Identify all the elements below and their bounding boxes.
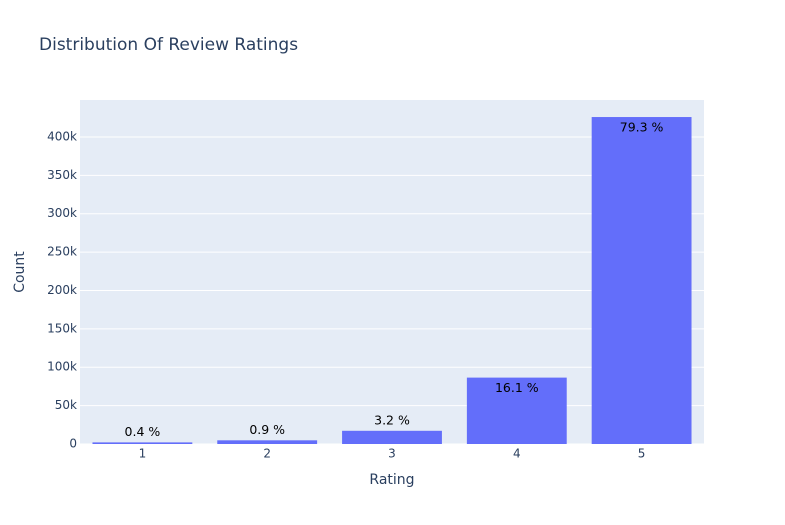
bar bbox=[217, 440, 318, 444]
y-tick-label: 0 bbox=[69, 437, 77, 451]
x-tick-label: 5 bbox=[638, 447, 646, 461]
x-tick-label: 1 bbox=[139, 447, 147, 461]
x-tick-label: 4 bbox=[513, 447, 521, 461]
chart-title: Distribution Of Review Ratings bbox=[39, 35, 298, 55]
x-tick-label: 3 bbox=[388, 447, 396, 461]
y-axis-title: Count bbox=[12, 251, 28, 293]
y-tick-label: 300k bbox=[47, 206, 77, 220]
y-tick-label: 250k bbox=[47, 245, 77, 259]
y-tick-label: 200k bbox=[47, 283, 77, 297]
bar-text: 3.2 % bbox=[374, 412, 410, 427]
y-tick-label: 350k bbox=[47, 168, 77, 182]
x-axis-title: Rating bbox=[369, 472, 414, 488]
y-tick-label: 50k bbox=[55, 398, 77, 412]
y-tick-label: 100k bbox=[47, 360, 77, 374]
bar bbox=[92, 442, 193, 444]
bar-text: 0.9 % bbox=[249, 422, 285, 437]
bar-text: 79.3 % bbox=[620, 120, 664, 135]
bar bbox=[342, 430, 442, 444]
x-tick-label: 2 bbox=[263, 447, 271, 461]
bar bbox=[591, 117, 692, 444]
bar-text: 16.1 % bbox=[495, 380, 539, 395]
bar bbox=[466, 377, 567, 444]
bar-text: 0.4 % bbox=[125, 424, 161, 439]
y-tick-label: 400k bbox=[47, 129, 77, 143]
y-tick-label: 150k bbox=[47, 321, 77, 335]
